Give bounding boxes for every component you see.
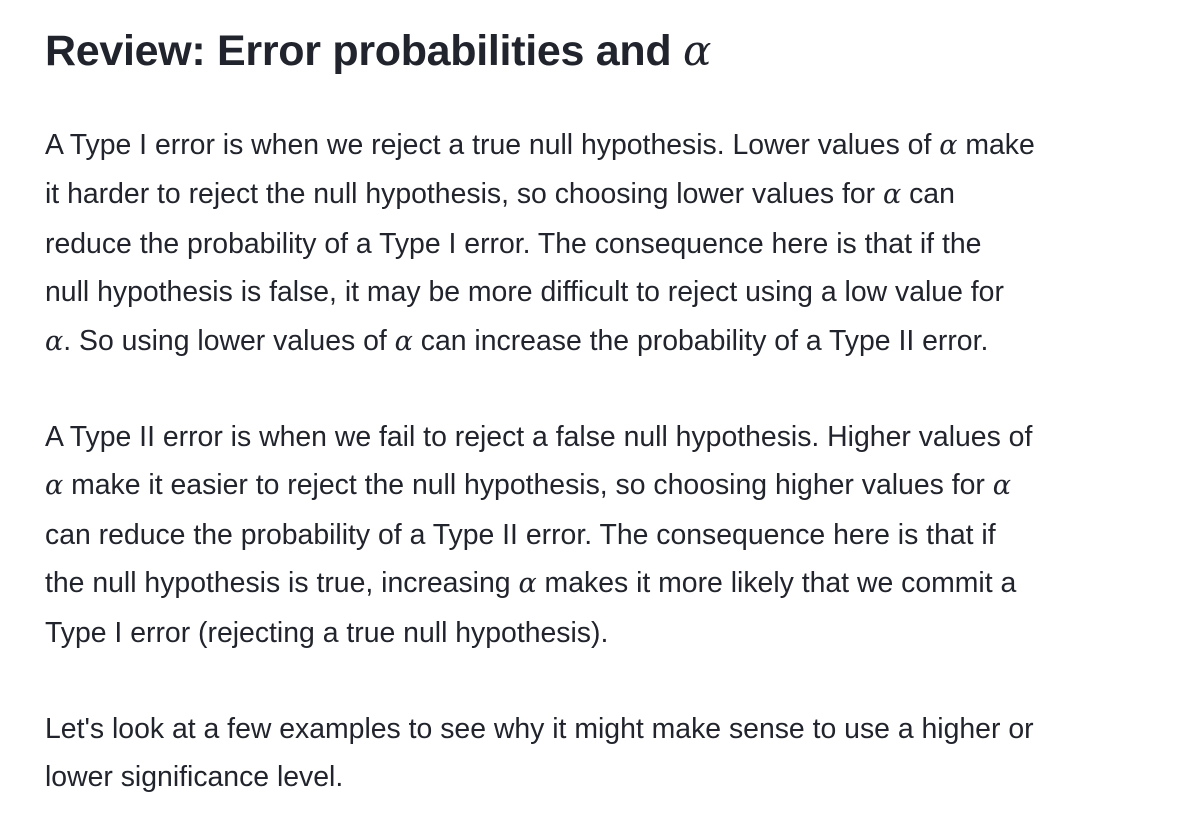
paragraph-line: A Type II error is when we fail to rejec… (45, 413, 1032, 461)
alpha-symbol: α (682, 26, 712, 75)
paragraph-line: α make it easier to reject the null hypo… (45, 461, 1032, 510)
paragraph-type-1-error: A Type I error is when we reject a true … (45, 121, 1035, 366)
paragraph-line: α. So using lower values of α can increa… (45, 317, 1035, 366)
paragraph-line: it harder to reject the null hypothesis,… (45, 170, 1035, 219)
alpha-symbol: α (45, 470, 64, 502)
text-run: can increase the probability of a Type I… (412, 324, 989, 357)
alpha-symbol: α (518, 568, 537, 600)
text-run: A Type I error is when we reject a true … (45, 129, 940, 161)
paragraph-line: the null hypothesis is true, increasing … (45, 559, 1032, 608)
text-run: . So using lower values of (63, 324, 395, 357)
paragraph-examples-intro: Let's look at a few examples to see why … (45, 705, 1034, 802)
alpha-symbol: α (45, 325, 64, 357)
text-run: lower significance level. (45, 761, 344, 794)
text-run: make it easier to reject the null hypoth… (63, 469, 993, 502)
text-run: the null hypothesis is true, increasing (45, 567, 519, 600)
text-run: make (957, 129, 1035, 161)
text-run: A Type II error is when we fail to rejec… (45, 421, 1033, 453)
alpha-symbol: α (882, 179, 902, 211)
paragraph-line: reduce the probability of a Type I error… (45, 220, 1035, 268)
text-run: makes it more likely that we commit a (536, 567, 1017, 600)
paragraph-line: can reduce the probability of a Type II … (45, 511, 1032, 559)
paragraph-line: null hypothesis is false, it may be more… (45, 268, 1035, 316)
alpha-symbol: α (394, 325, 413, 357)
paragraph-type-2-error: A Type II error is when we fail to rejec… (45, 413, 1032, 657)
paragraph-line: Let's look at a few examples to see why … (45, 705, 1034, 753)
text-run: null hypothesis is false, it may be more… (45, 276, 1004, 309)
text-run: reduce the probability of a Type I error… (45, 227, 982, 260)
page-title-text: Review: Error probabilities and (45, 27, 683, 75)
paragraph-line: lower significance level. (45, 753, 1034, 801)
paragraph-line: A Type I error is when we reject a true … (45, 121, 1035, 170)
alpha-symbol: α (939, 130, 958, 161)
paragraph-line: Type I error (rejecting a true null hypo… (45, 609, 1032, 657)
text-run: can (901, 178, 955, 211)
text-run: Let's look at a few examples to see why … (45, 713, 1034, 745)
text-run: Type I error (rejecting a true null hypo… (45, 616, 609, 649)
text-run: it harder to reject the null hypothesis,… (45, 178, 883, 211)
page-title: Review: Error probabilities and α (45, 26, 711, 78)
alpha-symbol: α (992, 470, 1011, 502)
text-run: can reduce the probability of a Type II … (45, 518, 996, 551)
